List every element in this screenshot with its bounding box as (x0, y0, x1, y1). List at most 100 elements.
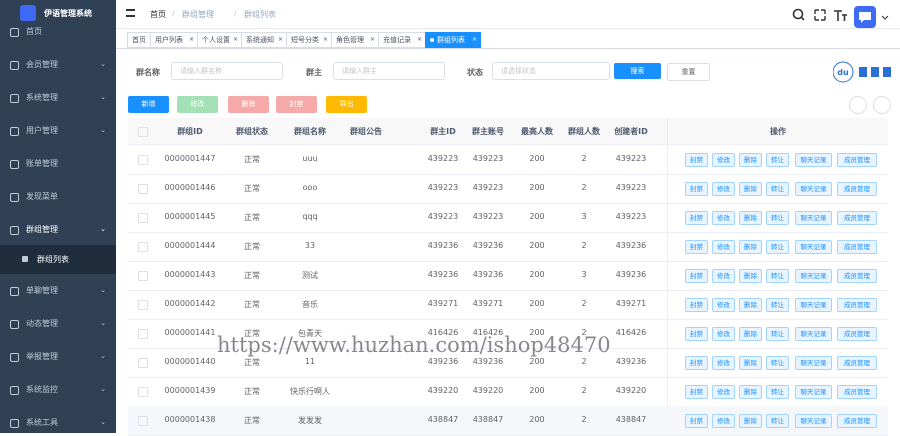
menu-toggle[interactable] (126, 9, 135, 17)
action-button[interactable]: 封禁 (685, 385, 708, 399)
action-button[interactable]: 聊天记录 (795, 385, 832, 399)
size-icon[interactable] (834, 10, 847, 21)
tab[interactable]: 个人设置 × (197, 32, 242, 48)
row-checkbox[interactable] (138, 213, 148, 223)
menu-item[interactable]: 首页 (0, 15, 116, 48)
action-button[interactable]: 成员管理 (837, 211, 877, 225)
action-button[interactable]: 聊天记录 (795, 240, 832, 254)
action-button[interactable]: 删除 (739, 414, 762, 428)
menu-item[interactable]: 单聊管理 ⌄ (0, 274, 116, 307)
row-checkbox[interactable] (138, 387, 148, 397)
menu-item[interactable]: 会员管理 ⌄ (0, 48, 116, 81)
toolbar-button[interactable]: 导出 (326, 96, 367, 113)
action-button[interactable]: 成员管理 (837, 153, 877, 167)
action-button[interactable]: 封禁 (685, 414, 708, 428)
action-button[interactable]: 转让 (766, 414, 789, 428)
search-toggle[interactable] (849, 96, 867, 114)
menu-item[interactable]: 系统监控 ⌄ (0, 373, 116, 406)
action-button[interactable]: 删除 (739, 153, 762, 167)
input[interactable]: 请选择状态 (492, 62, 610, 80)
action-button[interactable]: 修改 (712, 269, 735, 283)
action-button[interactable]: 转让 (766, 298, 789, 312)
action-button[interactable]: 封禁 (685, 153, 708, 167)
action-button[interactable]: 转让 (766, 153, 789, 167)
action-button[interactable]: 修改 (712, 182, 735, 196)
action-button[interactable]: 转让 (766, 385, 789, 399)
search-icon[interactable] (792, 8, 804, 20)
action-button[interactable]: 删除 (739, 327, 762, 341)
toolbar-button[interactable]: 删除 (228, 96, 269, 113)
toolbar-button[interactable]: 修改 (177, 96, 218, 113)
toolbar-button[interactable]: 封禁 (276, 96, 317, 113)
action-button[interactable]: 修改 (712, 414, 735, 428)
row-checkbox[interactable] (138, 271, 148, 281)
action-button[interactable]: 成员管理 (837, 269, 877, 283)
reset-button[interactable]: 重置 (667, 63, 710, 81)
action-button[interactable]: 封禁 (685, 356, 708, 370)
row-checkbox[interactable] (138, 358, 148, 368)
tab[interactable]: 用户列表 × (150, 32, 198, 48)
tab[interactable]: 群组列表 × (425, 32, 481, 48)
action-button[interactable]: 聊天记录 (795, 298, 832, 312)
action-button[interactable]: 聊天记录 (795, 327, 832, 341)
action-button[interactable]: 聊天记录 (795, 414, 832, 428)
action-button[interactable]: 修改 (712, 240, 735, 254)
action-button[interactable]: 修改 (712, 211, 735, 225)
row-checkbox[interactable] (138, 329, 148, 339)
refresh[interactable] (873, 96, 891, 114)
row-checkbox[interactable] (138, 416, 148, 426)
action-button[interactable]: 修改 (712, 298, 735, 312)
input[interactable]: 请输入群名称 (171, 62, 283, 80)
tab[interactable]: 首页 (127, 32, 151, 48)
action-button[interactable]: 封禁 (685, 211, 708, 225)
action-button[interactable]: 聊天记录 (795, 269, 832, 283)
tab[interactable]: 角色管理 × (331, 32, 379, 48)
row-checkbox[interactable] (138, 155, 148, 165)
action-button[interactable]: 删除 (739, 356, 762, 370)
action-button[interactable]: 转让 (766, 240, 789, 254)
action-button[interactable]: 封禁 (685, 182, 708, 196)
action-button[interactable]: 聊天记录 (795, 356, 832, 370)
row-checkbox[interactable] (138, 242, 148, 252)
menu-item[interactable]: 用户管理 ⌄ (0, 114, 116, 147)
action-button[interactable]: 修改 (712, 385, 735, 399)
action-button[interactable]: 修改 (712, 356, 735, 370)
action-button[interactable]: 转让 (766, 182, 789, 196)
action-button[interactable]: 删除 (739, 240, 762, 254)
menu-item[interactable]: 群组管理 ⌄ (0, 213, 116, 246)
breadcrumb-item[interactable]: 群组管理 (182, 10, 214, 19)
action-button[interactable]: 封禁 (685, 269, 708, 283)
action-button[interactable]: 聊天记录 (795, 211, 832, 225)
action-button[interactable]: 修改 (712, 327, 735, 341)
menu-item[interactable]: 账单管理 (0, 147, 116, 180)
action-button[interactable]: 转让 (766, 356, 789, 370)
menu-item[interactable]: 举报管理 ⌄ (0, 340, 116, 373)
action-button[interactable]: 删除 (739, 211, 762, 225)
menu-item[interactable]: 发现菜单 (0, 180, 116, 213)
menu-item[interactable]: 系统管理 ⌄ (0, 81, 116, 114)
tab[interactable]: 系统通知 × (241, 32, 287, 48)
action-button[interactable]: 删除 (739, 182, 762, 196)
menu-item[interactable]: 动态管理 ⌄ (0, 307, 116, 340)
action-button[interactable]: 成员管理 (837, 414, 877, 428)
action-button[interactable]: 转让 (766, 211, 789, 225)
row-checkbox[interactable] (138, 184, 148, 194)
action-button[interactable]: 封禁 (685, 298, 708, 312)
submenu-item[interactable]: 群组列表 (0, 245, 116, 274)
breadcrumb-item[interactable]: 首页 (150, 10, 166, 19)
input[interactable]: 请输入群主 (333, 62, 445, 80)
action-button[interactable]: 修改 (712, 153, 735, 167)
row-checkbox[interactable] (138, 300, 148, 310)
action-button[interactable]: 成员管理 (837, 182, 877, 196)
toolbar-button[interactable]: 新增 (128, 96, 169, 113)
search-button[interactable]: 搜索 (614, 63, 661, 79)
action-button[interactable]: 转让 (766, 327, 789, 341)
action-button[interactable]: 删除 (739, 298, 762, 312)
action-button[interactable]: 成员管理 (837, 298, 877, 312)
action-button[interactable]: 封禁 (685, 240, 708, 254)
menu-item[interactable]: 系统工具 ⌄ (0, 406, 116, 433)
action-button[interactable]: 成员管理 (837, 356, 877, 370)
action-button[interactable]: 聊天记录 (795, 153, 832, 167)
action-button[interactable]: 删除 (739, 269, 762, 283)
action-button[interactable]: 删除 (739, 385, 762, 399)
